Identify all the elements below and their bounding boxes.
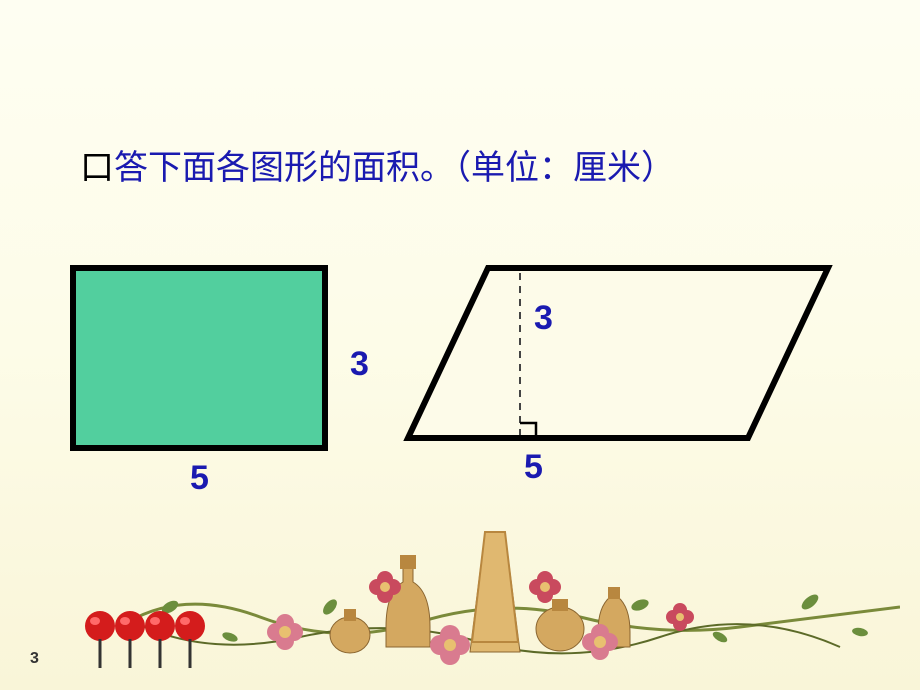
rectangle-height-label: 3 [350, 345, 369, 383]
berries-svg [80, 608, 260, 668]
title-main: 答下面各图形的面积。（单位：厘米） [114, 150, 675, 187]
rectangle-width-label: 5 [190, 459, 209, 497]
rectangle-shape: 3 5 [73, 268, 369, 497]
parallelogram-poly [408, 268, 828, 438]
pots-cluster [330, 532, 630, 653]
berry-group [85, 611, 205, 668]
berry-pins [80, 608, 260, 668]
page-number: 3 [30, 650, 39, 668]
shapes-svg: 3 5 3 5 [70, 265, 850, 505]
leaves [160, 592, 869, 645]
parallelogram-height-label: 3 [534, 299, 553, 337]
parallelogram-base-label: 5 [524, 448, 543, 486]
rectangle-rect [73, 268, 325, 448]
shapes-container: 3 5 3 5 [70, 265, 850, 485]
question-title: 口答下面各图形的面积。（单位：厘米） [80, 140, 675, 189]
flowers [267, 571, 694, 665]
title-prefix: 口 [80, 150, 114, 187]
parallelogram-shape: 3 5 [408, 268, 828, 486]
